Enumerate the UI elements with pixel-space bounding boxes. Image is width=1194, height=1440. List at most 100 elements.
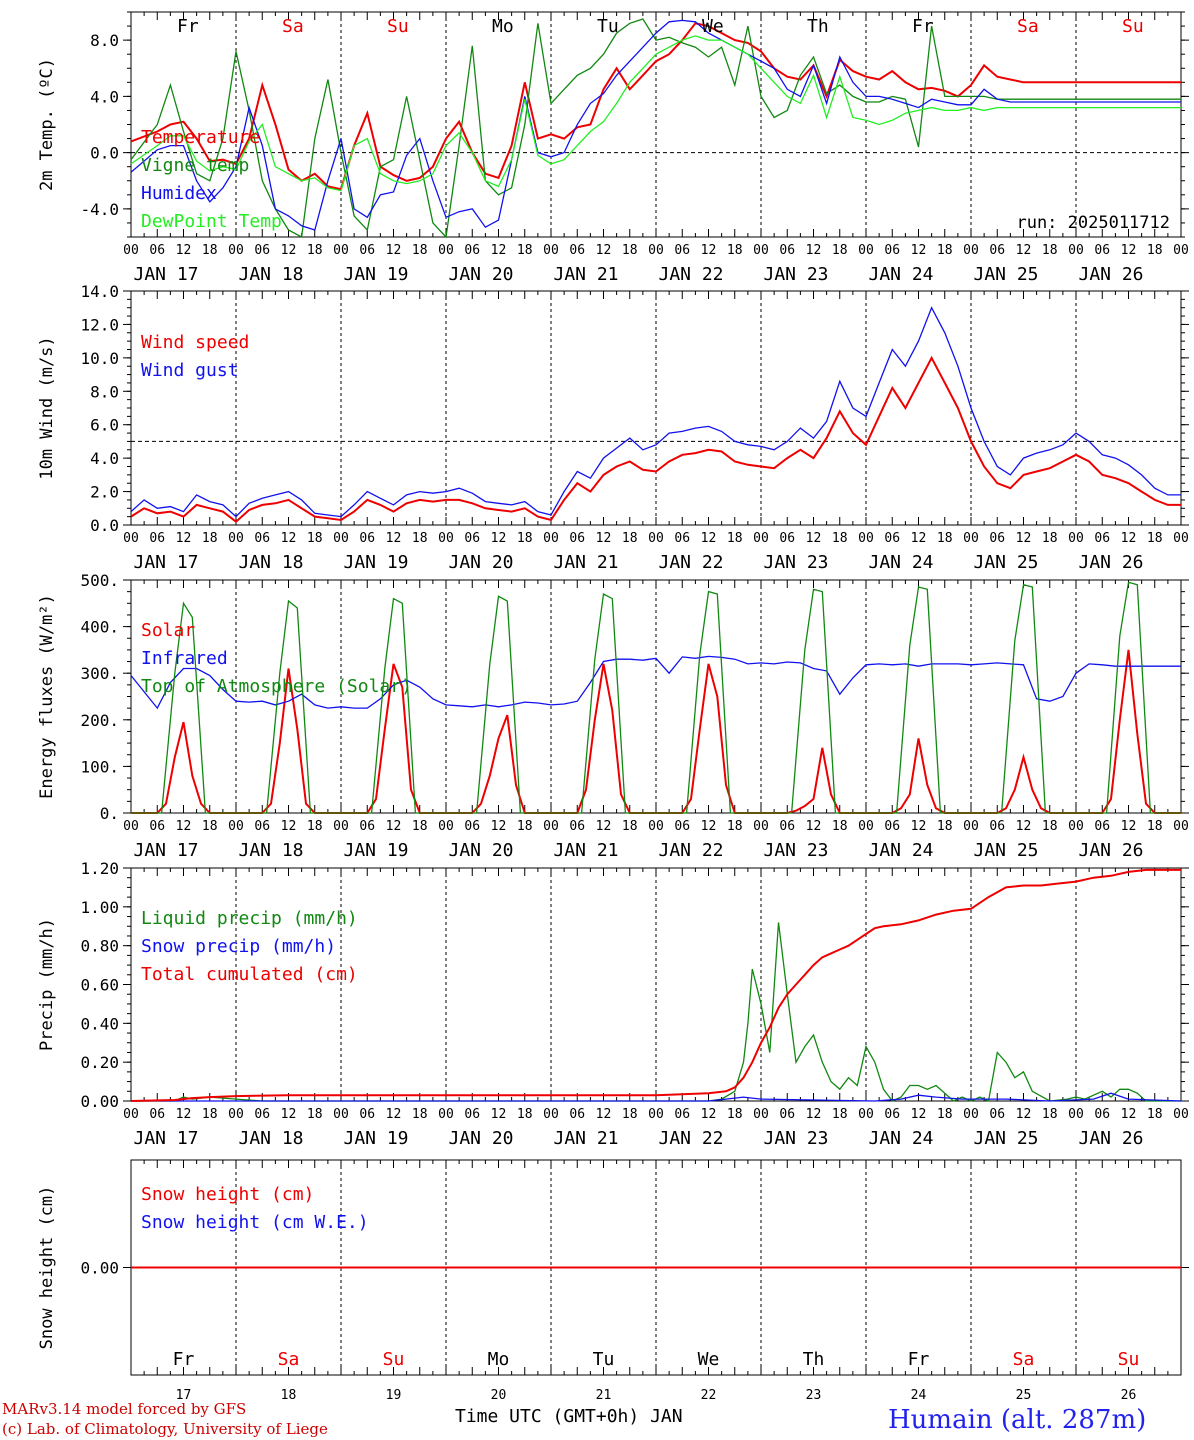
hour-tick-label: 00	[1068, 531, 1084, 546]
date-label: JAN 18	[238, 1128, 303, 1149]
weekday-label: Tu	[597, 16, 619, 37]
hour-tick-label: 18	[412, 819, 428, 834]
snow-legend-entry: Snow height (cm)	[141, 1184, 314, 1205]
energy-y-tick-label: 200.	[80, 711, 119, 730]
hour-tick-label: 06	[464, 531, 480, 546]
hour-tick-label: 00	[333, 243, 349, 258]
hour-tick-label: 18	[1147, 1107, 1163, 1122]
energy-series-infrared	[130, 655, 1181, 710]
weekday-label: Su	[387, 16, 409, 37]
hour-tick-label: 06	[1094, 1107, 1110, 1122]
hour-tick-label: 12	[176, 243, 192, 258]
panels: -4.0 0.0 4.0 8.0 2m Temp. (ºC) Temperature Vig…	[37, 11, 1189, 1403]
hour-tick-label: 00	[858, 1107, 874, 1122]
hour-tick-label: 12	[491, 531, 507, 546]
hour-tick-label: 18	[517, 243, 533, 258]
hour-tick-label: 06	[254, 819, 270, 834]
wind-y-tick-label: 8.0	[90, 382, 119, 401]
hour-tick-label: 12	[701, 531, 717, 546]
date-label: JAN 22	[658, 264, 723, 285]
hour-tick-label: 00	[123, 819, 139, 834]
temp-y-tick-label: 8.0	[90, 31, 119, 50]
date-label: JAN 18	[238, 552, 303, 573]
hour-tick-label: 06	[359, 243, 375, 258]
footer-lab: (c) Lab. of Climatology, University of L…	[2, 1420, 328, 1438]
wind-series-wind-speed	[130, 355, 1181, 523]
temp-panel: -4.0 0.0 4.0 8.0 2m Temp. (ºC) Temperature Vig…	[37, 11, 1189, 285]
day-number-label: 25	[1016, 1388, 1032, 1403]
hour-tick-label: 12	[491, 819, 507, 834]
hour-tick-label: 18	[622, 1107, 638, 1122]
precip-series-snow-precip-mm-h-	[131, 1092, 1182, 1102]
hour-tick-label: 06	[674, 819, 690, 834]
hour-tick-label: 12	[806, 819, 822, 834]
hour-tick-label: 18	[937, 531, 953, 546]
hour-tick-label: 06	[884, 243, 900, 258]
hour-tick-label: 12	[1121, 819, 1137, 834]
wind-legend-entry: Wind gust	[141, 360, 239, 381]
hour-tick-label: 18	[517, 819, 533, 834]
precip-y-tick-label: 0.80	[80, 937, 119, 956]
hour-tick-label: 18	[412, 243, 428, 258]
weekday-label: Fr	[912, 16, 934, 37]
hour-tick-label: 06	[1094, 531, 1110, 546]
wind-y-tick-label: 0.0	[90, 516, 119, 535]
hour-tick-label: 12	[596, 1107, 612, 1122]
precip-legend-entry: Liquid precip (mm/h)	[141, 908, 358, 929]
hour-tick-label: 06	[674, 531, 690, 546]
weekday-label: Th	[807, 16, 829, 37]
hour-tick-label: 00	[228, 819, 244, 834]
hour-tick-label: 06	[569, 243, 585, 258]
date-label: JAN 25	[973, 1128, 1038, 1149]
snow-weekday-label: Fr	[908, 1349, 930, 1370]
hour-tick-label: 00	[753, 531, 769, 546]
hour-tick-label: 00	[438, 531, 454, 546]
hour-tick-label: 06	[989, 819, 1005, 834]
hour-tick-label: 12	[281, 1107, 297, 1122]
date-label: JAN 22	[658, 552, 723, 573]
run-label: run: 2025011712	[1016, 213, 1170, 233]
hour-tick-label: 06	[254, 243, 270, 258]
hour-tick-label: 06	[569, 1107, 585, 1122]
snow-weekday-label: Sa	[1013, 1349, 1035, 1370]
snow-y-axis-label: Snow height (cm)	[37, 1186, 57, 1350]
weekday-label: Mo	[492, 16, 514, 37]
energy-y-tick-label: 500.	[80, 571, 119, 590]
date-label: JAN 21	[553, 1128, 618, 1149]
hour-tick-label: 00	[963, 531, 979, 546]
date-label: JAN 20	[448, 840, 513, 861]
hour-tick-label: 06	[884, 531, 900, 546]
date-label: JAN 17	[133, 552, 198, 573]
hour-tick-label: 00	[438, 243, 454, 258]
date-label: JAN 25	[973, 552, 1038, 573]
hour-tick-label: 00	[123, 531, 139, 546]
hour-tick-label: 18	[517, 531, 533, 546]
date-label: JAN 21	[553, 552, 618, 573]
hour-tick-label: 12	[1016, 531, 1032, 546]
date-label: JAN 20	[448, 1128, 513, 1149]
date-label: JAN 17	[133, 840, 198, 861]
energy-panel: 0. 100. 200. 300. 400. 500. Energy fluxes (W/m…	[37, 571, 1189, 861]
hour-tick-label: 06	[989, 243, 1005, 258]
hour-tick-label: 00	[228, 531, 244, 546]
hour-tick-label: 06	[254, 531, 270, 546]
date-label: JAN 19	[343, 552, 408, 573]
footer-model: MARv3.14 model forced by GFS	[2, 1400, 246, 1418]
hour-tick-label: 12	[806, 531, 822, 546]
day-number-label: 19	[386, 1388, 402, 1403]
date-label: JAN 24	[868, 552, 933, 573]
hour-tick-label: 12	[806, 243, 822, 258]
hour-tick-label: 18	[1042, 243, 1058, 258]
hour-tick-label: 12	[386, 819, 402, 834]
hour-tick-label: 00	[123, 1107, 139, 1122]
hour-tick-label: 00	[1173, 1107, 1189, 1122]
hour-tick-label: 00	[648, 1107, 664, 1122]
wind-panel: 0.0 2.0 4.0 6.0 8.0 10.0 12.0 14.0 10m Wind (m/s…	[37, 282, 1189, 573]
hour-tick-label: 18	[832, 243, 848, 258]
hour-tick-label: 18	[1042, 819, 1058, 834]
hour-tick-label: 00	[543, 1107, 559, 1122]
hour-tick-label: 06	[674, 243, 690, 258]
date-label: JAN 23	[763, 1128, 828, 1149]
energy-legend-entry: Infrared	[141, 648, 228, 669]
hour-tick-label: 00	[858, 531, 874, 546]
